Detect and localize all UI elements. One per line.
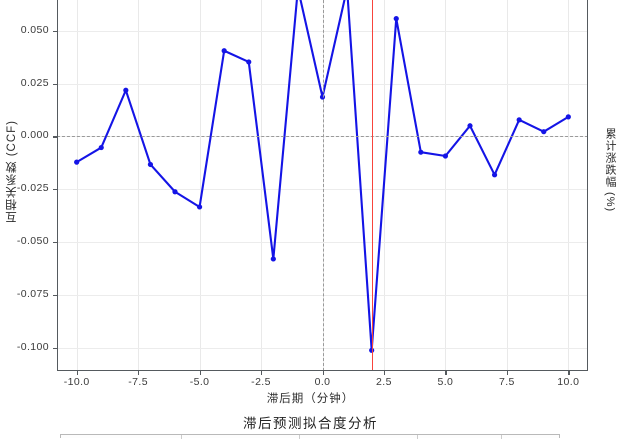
y-tick-label: -0.025 xyxy=(16,182,49,195)
y-axis-label-left: 互相关系数 (CCF) xyxy=(6,120,18,223)
y-tick-mark xyxy=(53,30,57,32)
data-point-marker xyxy=(221,48,227,54)
gridline-vertical xyxy=(506,0,508,371)
x-tick-mark xyxy=(383,371,386,375)
y-tick-mark xyxy=(53,294,57,297)
x-tick-label: -7.5 xyxy=(128,376,148,388)
x-tick-label: 2.5 xyxy=(376,376,392,388)
x-tick-mark xyxy=(199,371,201,375)
data-point-marker xyxy=(270,256,276,262)
y-tick-mark xyxy=(53,242,57,244)
y-tick-label: 0.050 xyxy=(20,23,49,36)
x-tick-label: 5.0 xyxy=(437,376,454,388)
plot-area xyxy=(57,0,588,371)
x-tick-mark xyxy=(506,371,509,375)
y-tick-label: -0.100 xyxy=(16,340,49,353)
chart-title: 滞后预测拟合度分析 xyxy=(243,416,378,431)
x-tick-label: -10.0 xyxy=(63,376,90,388)
best-lag-line xyxy=(371,0,374,371)
data-point-marker xyxy=(74,159,80,165)
bottom-panel-divider xyxy=(417,435,419,439)
data-point-marker xyxy=(565,114,571,120)
x-tick-mark xyxy=(76,371,78,375)
data-point-marker xyxy=(393,16,399,22)
y-tick-label: -0.050 xyxy=(16,235,49,248)
x-axis-label: 滞后期（分钟） xyxy=(266,393,355,405)
data-point-marker xyxy=(172,189,178,195)
bottom-panel-divider xyxy=(501,435,503,439)
gridline-vertical xyxy=(138,0,140,371)
x-tick-label: -2.5 xyxy=(251,376,271,388)
bottom-panel-divider xyxy=(181,435,183,439)
data-point-marker xyxy=(442,153,449,159)
x-tick-label: 7.5 xyxy=(498,376,515,388)
bottom-panel-divider xyxy=(299,435,301,439)
data-point-marker xyxy=(541,129,547,135)
data-point-marker xyxy=(491,172,498,178)
y-tick-mark xyxy=(53,347,57,350)
gridline-vertical xyxy=(261,0,263,371)
data-point-marker xyxy=(98,144,104,151)
x-tick-label: -5.0 xyxy=(189,376,210,388)
data-point-marker xyxy=(467,123,473,129)
x-tick-label: 0.0 xyxy=(314,376,331,388)
y-tick-mark xyxy=(53,189,57,191)
y-tick-mark xyxy=(53,83,57,85)
gridline-vertical xyxy=(445,0,447,371)
data-point-marker xyxy=(147,161,154,168)
gridline-vertical xyxy=(76,0,78,371)
y-tick-mark xyxy=(53,136,57,138)
x-tick-mark xyxy=(322,371,324,375)
bottom-table-panel xyxy=(60,434,560,439)
x-tick-mark xyxy=(445,371,447,375)
y-tick-label: 0.000 xyxy=(20,129,49,142)
data-point-marker xyxy=(196,204,203,210)
data-point-marker xyxy=(418,149,424,155)
x-tick-label: 10.0 xyxy=(557,376,580,388)
y-axis-label-right: 累计涨跌幅 (%) xyxy=(604,128,616,213)
x-tick-mark xyxy=(568,371,570,375)
y-tick-label: 0.025 xyxy=(20,76,49,89)
data-point-marker xyxy=(516,117,522,123)
y-tick-label: -0.075 xyxy=(16,287,49,300)
x-tick-mark xyxy=(138,371,140,375)
gridline-vertical xyxy=(199,0,201,371)
data-point-marker xyxy=(123,87,129,93)
data-point-marker xyxy=(246,59,252,65)
lag-zero-line xyxy=(322,0,324,371)
gridline-vertical xyxy=(568,0,570,371)
x-tick-mark xyxy=(261,371,263,375)
